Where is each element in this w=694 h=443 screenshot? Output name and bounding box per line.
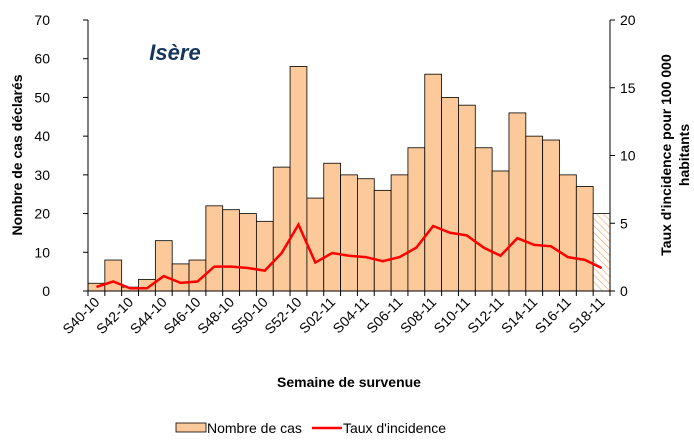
y-tick-label: 10 xyxy=(34,244,50,260)
bar xyxy=(407,147,426,292)
bar xyxy=(542,139,560,292)
y2-axis-title: habitants xyxy=(676,124,692,186)
x-tick-label: S04-11 xyxy=(329,294,372,337)
bar xyxy=(458,104,476,292)
bar xyxy=(424,73,443,292)
y2-tick-label: 5 xyxy=(620,215,628,231)
x-tick-label: S16-11 xyxy=(532,294,575,337)
x-tick-label: S46-10 xyxy=(160,294,203,337)
x-tick-label: S44-10 xyxy=(127,294,170,337)
y-tick-label: 0 xyxy=(42,283,50,299)
y2-tick-label: 15 xyxy=(620,80,636,96)
y2-tick-label: 10 xyxy=(620,148,636,164)
bar xyxy=(592,213,611,292)
bar xyxy=(289,66,308,292)
bar xyxy=(255,220,274,292)
y2-axis-title: Taux d'incidence pour 100 000 xyxy=(658,54,674,256)
x-axis-title: Semaine de survenue xyxy=(277,374,421,390)
x-tick-label: S50-10 xyxy=(228,294,271,337)
legend-label: Taux d'incidence xyxy=(343,420,446,436)
bar xyxy=(390,174,409,292)
y2-tick-label: 20 xyxy=(620,12,636,28)
bar xyxy=(205,205,224,292)
bar xyxy=(575,186,594,292)
bar xyxy=(525,135,544,292)
x-tick-label: S48-10 xyxy=(194,294,237,337)
legend-label: Nombre de cas xyxy=(207,420,302,436)
x-tick-label: S18-11 xyxy=(565,294,608,337)
bar xyxy=(491,170,510,292)
y-tick-label: 40 xyxy=(34,128,50,144)
y-axis-title: Nombre de cas déclarés xyxy=(9,74,25,235)
y-tick-label: 70 xyxy=(34,12,50,28)
x-tick-label: S42-10 xyxy=(93,294,136,337)
bar xyxy=(222,209,240,292)
x-tick-label: S06-11 xyxy=(363,294,406,337)
bar xyxy=(306,197,325,292)
bar xyxy=(508,112,527,292)
y-tick-label: 30 xyxy=(34,167,50,183)
y-tick-label: 60 xyxy=(34,51,50,67)
bar xyxy=(441,97,459,292)
x-tick-label: S52-10 xyxy=(261,294,304,337)
bar xyxy=(171,263,190,292)
bar xyxy=(474,147,493,292)
line xyxy=(96,221,603,290)
bar xyxy=(154,240,173,292)
x-tick-label: S08-11 xyxy=(397,294,440,337)
bar xyxy=(373,189,392,292)
x-tick-label: S02-11 xyxy=(296,294,339,337)
bar xyxy=(357,178,375,292)
bar xyxy=(340,174,358,292)
bar xyxy=(104,259,123,292)
y-tick-label: 20 xyxy=(34,206,50,222)
annotation: Isère xyxy=(149,40,200,65)
bar xyxy=(559,174,577,292)
x-tick-label: S10-11 xyxy=(430,294,473,337)
x-tick-label: S14-11 xyxy=(498,294,541,337)
legend-swatch xyxy=(175,422,207,433)
bar xyxy=(323,162,341,292)
x-tick-label: S40-10 xyxy=(59,294,102,337)
y2-tick-label: 0 xyxy=(620,283,628,299)
bar xyxy=(272,166,291,292)
x-tick-label: S12-11 xyxy=(464,294,507,337)
y-tick-label: 50 xyxy=(34,89,50,105)
bar xyxy=(239,213,257,292)
